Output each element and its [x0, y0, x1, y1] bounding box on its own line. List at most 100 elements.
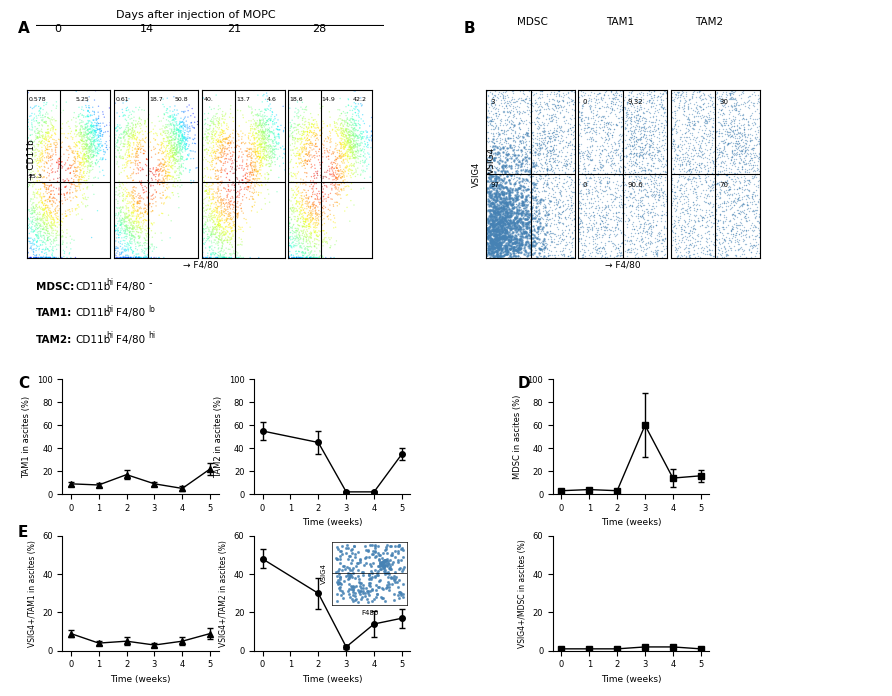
Point [245, 176, 260, 187]
Point [728, 94, 742, 105]
Point [308, 219, 322, 230]
Point [356, 161, 370, 172]
Point [666, 105, 681, 116]
Point [484, 242, 499, 253]
Point [524, 193, 539, 204]
Point [489, 162, 503, 173]
Point [37, 244, 52, 255]
Point [265, 106, 279, 117]
Point [544, 236, 558, 247]
Point [650, 250, 665, 261]
Point [237, 164, 252, 175]
Point [567, 96, 582, 107]
Point [613, 225, 627, 236]
Point [490, 233, 504, 244]
Point [681, 113, 695, 124]
Point [644, 237, 658, 248]
Point [204, 150, 219, 161]
Point [706, 113, 720, 124]
Point [33, 191, 47, 203]
Point [172, 155, 186, 166]
Point [285, 252, 300, 263]
Point [112, 249, 127, 260]
Point [613, 152, 627, 163]
Point [524, 140, 539, 151]
Point [736, 157, 750, 168]
Point [40, 207, 54, 219]
Point [313, 226, 327, 237]
Point [567, 124, 582, 135]
Point [296, 216, 310, 227]
Point [613, 247, 627, 258]
Point [229, 226, 244, 237]
Point [607, 139, 622, 150]
Point [548, 128, 562, 139]
Point [734, 193, 748, 205]
Point [80, 133, 95, 144]
Point [510, 129, 524, 141]
Point [647, 150, 661, 161]
Point [249, 166, 263, 177]
Point [503, 214, 517, 226]
Point [524, 201, 538, 212]
Point [483, 209, 498, 221]
Point [261, 140, 276, 151]
Point [574, 187, 588, 198]
Point [319, 182, 334, 193]
Point [624, 125, 639, 136]
Point [117, 133, 131, 144]
Point [702, 244, 716, 255]
Point [499, 216, 513, 227]
Point [334, 164, 348, 175]
Point [47, 134, 62, 145]
Point [590, 225, 604, 236]
Point [79, 148, 94, 159]
Point [510, 152, 524, 163]
Point [204, 194, 219, 205]
Point [130, 162, 145, 173]
Point [122, 151, 136, 162]
Point [74, 152, 88, 164]
Point [681, 137, 695, 148]
Point [330, 162, 344, 173]
Point [202, 225, 216, 236]
Point [85, 118, 99, 129]
Point [531, 208, 545, 219]
Point [301, 126, 315, 137]
Point [37, 200, 51, 211]
Point [259, 140, 273, 151]
Point [502, 100, 516, 111]
Point [252, 133, 267, 144]
Point [40, 252, 54, 263]
Point [597, 228, 611, 239]
Point [609, 143, 624, 155]
Point [153, 158, 168, 169]
Point [285, 192, 299, 203]
Point [628, 156, 642, 167]
Point [483, 86, 497, 97]
Point [630, 88, 644, 100]
Point [92, 139, 106, 150]
Point [500, 214, 514, 225]
Point [132, 252, 146, 263]
Point [558, 211, 572, 222]
Point [672, 184, 686, 196]
Point [742, 196, 756, 207]
Point [81, 115, 95, 126]
Point [500, 119, 515, 130]
Point [508, 244, 523, 255]
Point [498, 224, 512, 235]
Point [37, 152, 52, 164]
Point [274, 120, 288, 131]
Point [320, 145, 334, 157]
Point [235, 191, 250, 202]
Point [504, 208, 518, 219]
Point [289, 125, 303, 136]
Point [520, 150, 534, 161]
Point [528, 185, 542, 196]
Point [216, 127, 230, 139]
Point [735, 199, 749, 210]
Point [222, 252, 236, 263]
Point [194, 196, 209, 207]
Point [316, 173, 330, 184]
